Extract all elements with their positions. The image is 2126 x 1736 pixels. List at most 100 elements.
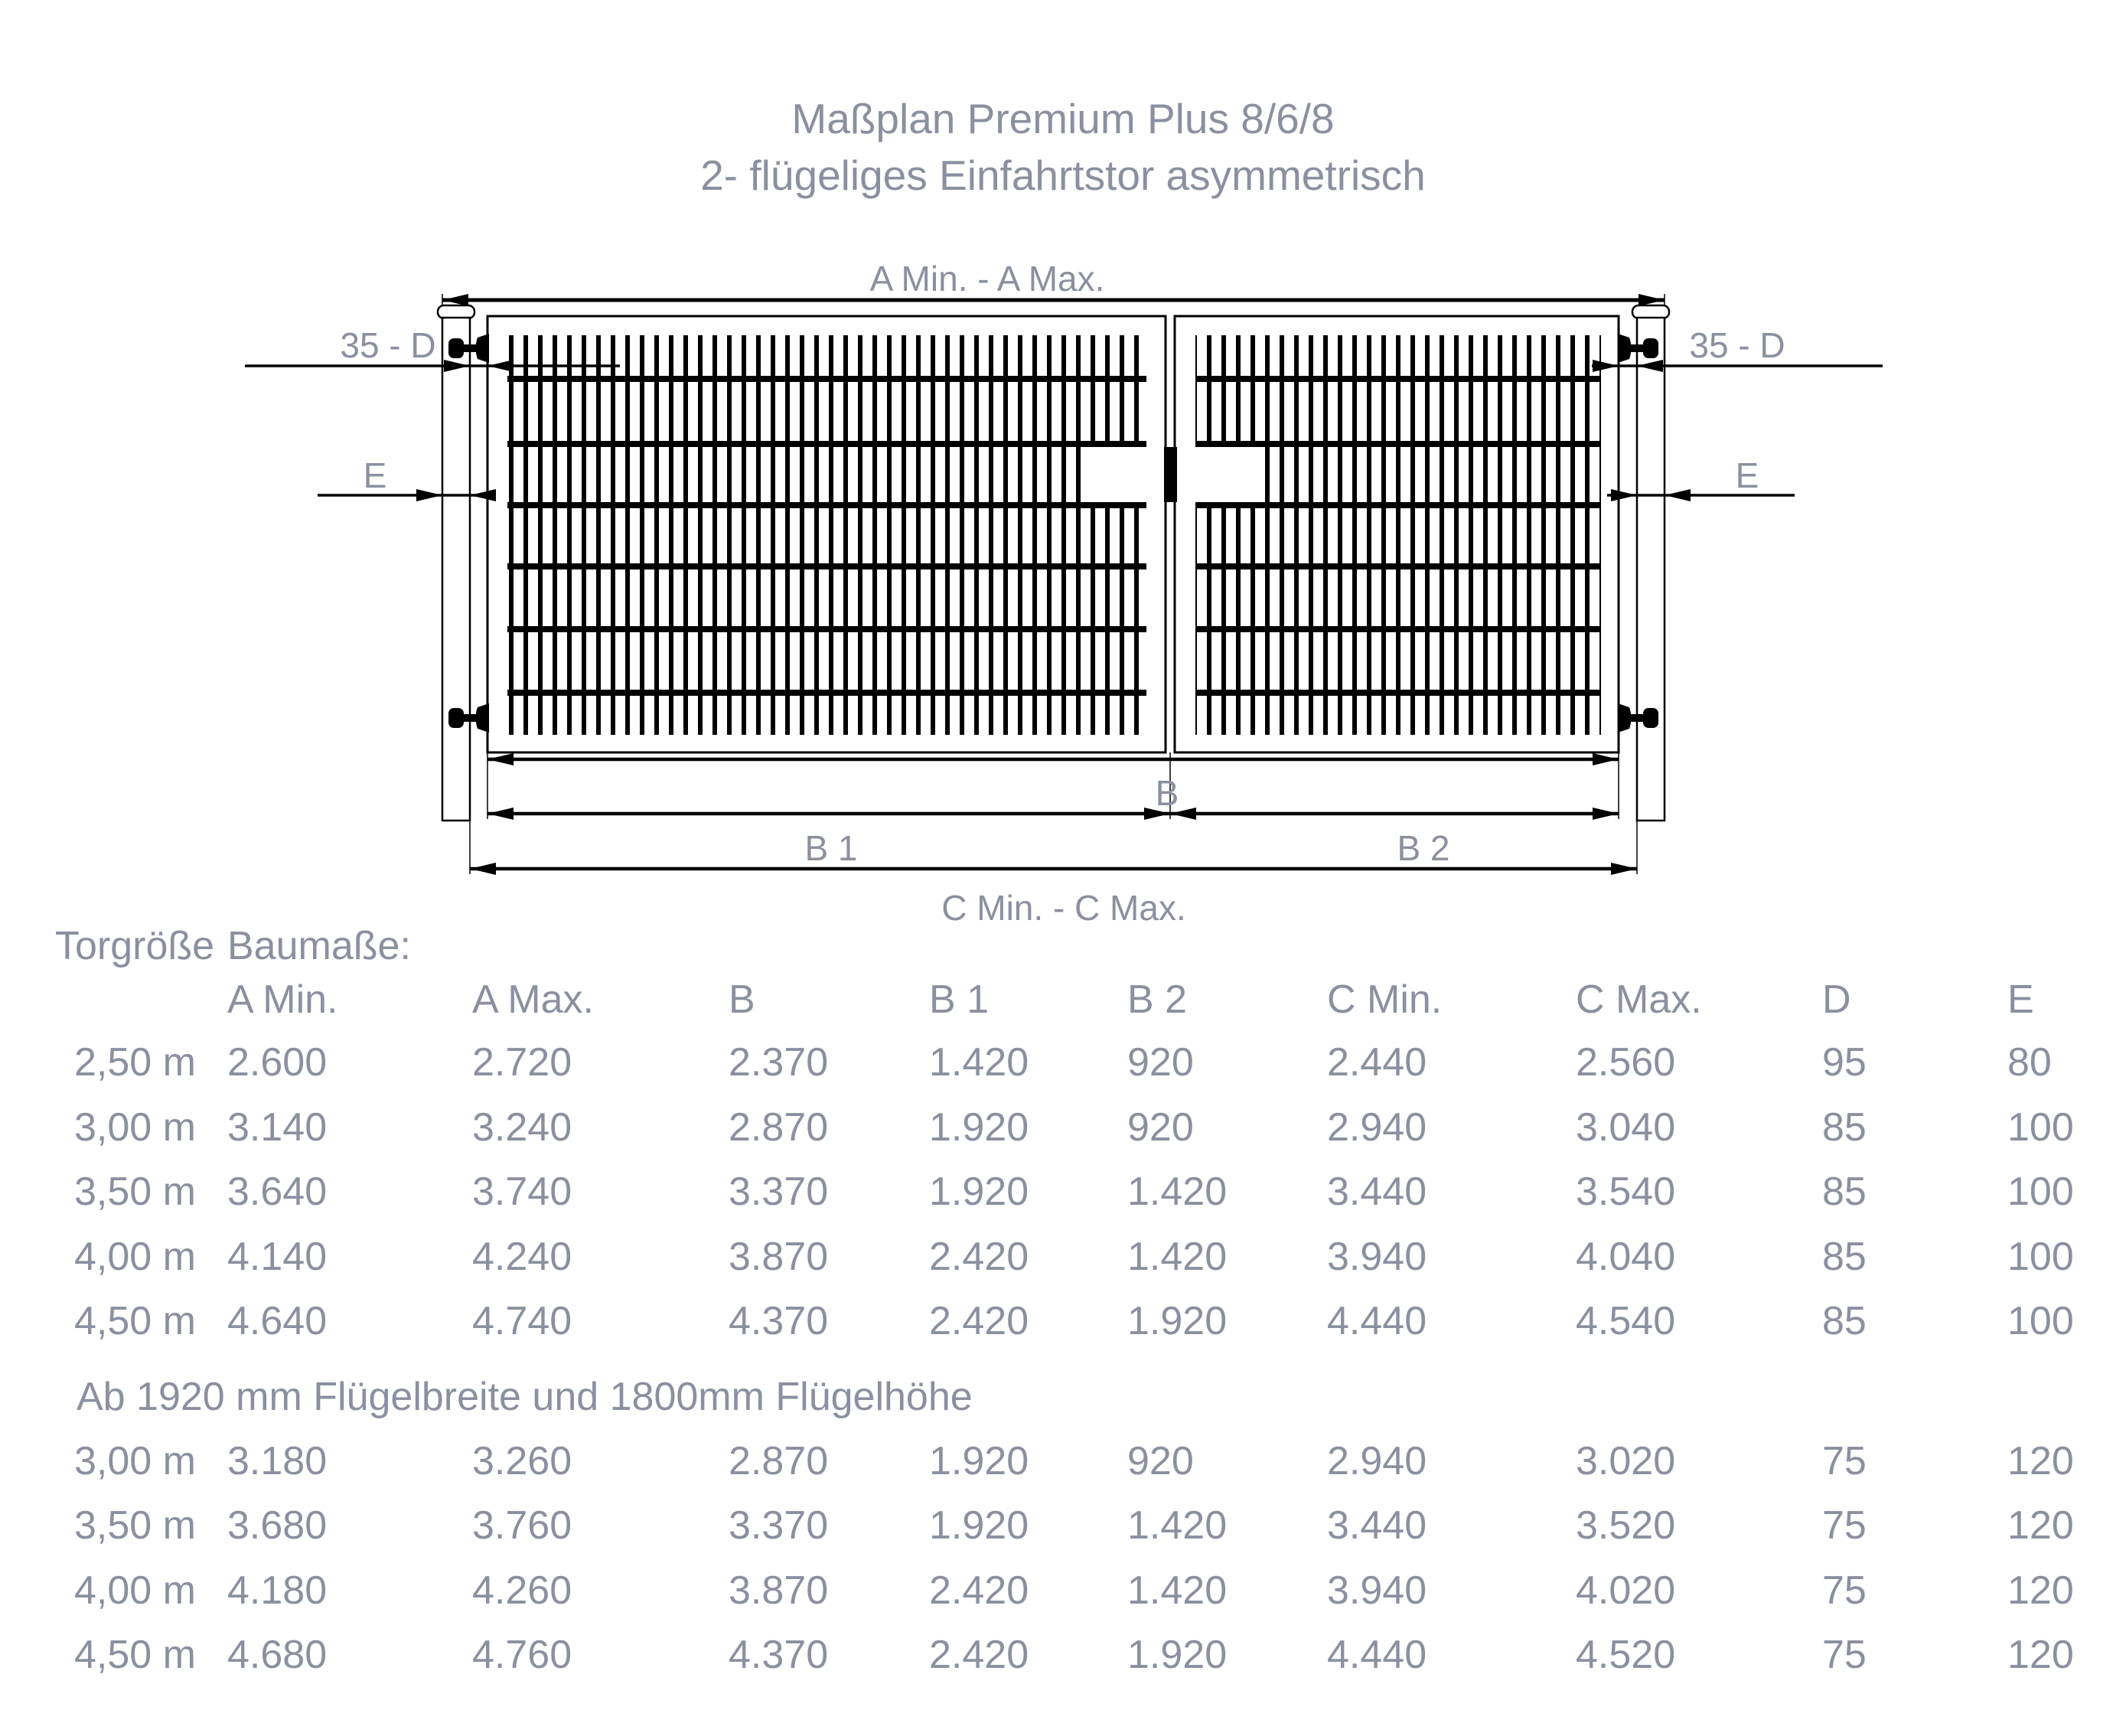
table-cell: 3.540: [1576, 1170, 1676, 1214]
table-cell: 3.180: [227, 1438, 328, 1483]
dimension-arrowhead: [1639, 294, 1665, 306]
dim-label-b: B: [1156, 773, 1179, 813]
table-body-wide-wings: 3,00 m 3.180 3.260 2.870 1.920 920 2.940 3.020 7…: [55, 1429, 2122, 1688]
table-cell: 1.920: [929, 1105, 1029, 1150]
col-header-b: B: [729, 977, 755, 1022]
table-cell: 3.940: [1327, 1568, 1427, 1613]
dim-label-d-left: 35 - D: [340, 325, 435, 365]
dimension-arrowhead: [1611, 863, 1637, 875]
table-cell: 75: [1822, 1633, 1867, 1677]
table-cell: 2.420: [929, 1299, 1029, 1343]
table-cell: 4.260: [472, 1568, 572, 1613]
dimension-arrowhead: [1611, 489, 1637, 501]
table-cell-gate-size: 3,50 m: [74, 1503, 196, 1548]
table-cell: 100: [2007, 1105, 2074, 1150]
table-cell: 120: [2007, 1568, 2074, 1613]
gate-wing-right: [1173, 315, 1620, 754]
table-cell: 85: [1822, 1170, 1867, 1214]
dim-label-b2: B 2: [1397, 828, 1449, 868]
col-header-a-max: A Max.: [472, 977, 594, 1022]
dimension-arrowhead: [487, 753, 514, 765]
gate-diagram: A Min. - A Max. 35 - D 35 - D E E B B 1 …: [245, 259, 1883, 928]
table-group-header: Torgröße Baumaße:: [55, 919, 2122, 974]
dimension-arrowhead: [487, 360, 514, 372]
page-title-line2: 2- flügeliges Einfahrtstor asymmetrisch: [700, 152, 1426, 199]
col-header-b1: B 1: [929, 977, 990, 1022]
col-header-c-min: C Min.: [1327, 977, 1443, 1022]
table-cell: 3.760: [472, 1503, 572, 1548]
gate-post-right: [1631, 304, 1671, 822]
table-cell: 3.440: [1327, 1170, 1427, 1214]
gate-wing-left: [486, 315, 1167, 754]
table-cell-gate-size: 3,00 m: [74, 1105, 196, 1150]
table-row: 3,00 m 3.140 3.240 2.870 1.920 920 2.940 3.040 8…: [55, 1095, 2122, 1160]
table-cell: 920: [1127, 1040, 1194, 1085]
table-row: 4,50 m 4.680 4.760 4.370 2.420 1.920 4.440 4.52…: [55, 1623, 2122, 1688]
dimension-arrowheads: [416, 294, 1691, 875]
table-cell: 4.370: [729, 1633, 829, 1677]
dimension-arrowhead: [444, 360, 470, 372]
table-cell: 1.420: [1127, 1170, 1228, 1214]
table-cell: 3.680: [227, 1503, 328, 1548]
table-cell: 3.640: [227, 1170, 328, 1214]
table-cell: 4.740: [472, 1299, 572, 1343]
lock-recess-left: [1081, 447, 1148, 502]
col-header-e: E: [2007, 977, 2034, 1022]
dim-label-a: A Min. - A Max.: [870, 259, 1105, 299]
table-cell: 75: [1822, 1503, 1867, 1548]
dimension-arrowhead: [416, 489, 442, 501]
table-row: 4,50 m 4.640 4.740 4.370 2.420 1.920 4.440 4.54…: [55, 1289, 2122, 1354]
table-cell: 4.440: [1327, 1633, 1427, 1677]
table-cell: 2.560: [1576, 1040, 1676, 1085]
table-cell: 2.870: [729, 1105, 829, 1150]
table-cell: 4.040: [1576, 1234, 1676, 1279]
table-cell: 2.600: [227, 1040, 328, 1085]
table-cell: 120: [2007, 1503, 2074, 1548]
table-cell-gate-size: 3,50 m: [74, 1170, 196, 1214]
table-cell: 75: [1822, 1438, 1867, 1483]
gate-post-left: [436, 304, 476, 822]
dimension-arrowhead: [1144, 808, 1170, 820]
dim-label-c: C Min. - C Max.: [941, 888, 1185, 928]
table-cell: 1.920: [929, 1438, 1029, 1483]
dim-label-d-right: 35 - D: [1689, 325, 1785, 365]
table-cell: 2.420: [929, 1568, 1029, 1613]
table-cell: 4.760: [472, 1633, 572, 1677]
table-cell: 920: [1127, 1438, 1194, 1483]
table-cell: 80: [2007, 1040, 2052, 1085]
table-cell-gate-size: 3,00 m: [74, 1438, 196, 1483]
table-cell: 75: [1822, 1568, 1867, 1613]
dimension-arrowhead: [1593, 360, 1619, 372]
dimension-table: Torgröße Baumaße: A Min. A Max. B B 1 B …: [55, 919, 2122, 1688]
table-cell: 3.260: [472, 1438, 572, 1483]
table-cell: 3.940: [1327, 1234, 1427, 1279]
table-row: 3,50 m 3.640 3.740 3.370 1.920 1.420 3.440 3.54…: [55, 1160, 2122, 1225]
table-cell: 2.420: [929, 1234, 1029, 1279]
dimension-arrowhead: [470, 863, 496, 875]
dim-label-e-right: E: [1736, 455, 1759, 495]
dimension-arrowhead: [470, 489, 496, 501]
dimension-arrowhead: [1637, 360, 1663, 372]
table-cell: 100: [2007, 1170, 2074, 1214]
table-cell: 3.870: [729, 1568, 829, 1613]
row-group-label: Torgröße: [55, 924, 215, 968]
table-row: 4,00 m 4.140 4.240 3.870 2.420 1.420 3.940 4.04…: [55, 1225, 2122, 1290]
table-cell: 85: [1822, 1234, 1867, 1279]
table-row: 4,00 m 4.180 4.260 3.870 2.420 1.420 3.940 4.02…: [55, 1558, 2122, 1623]
extension-lines: [442, 294, 1665, 874]
table-cell: 4.520: [1576, 1633, 1676, 1677]
post-cap-left: [436, 304, 476, 320]
table-cell: 4.020: [1576, 1568, 1676, 1613]
dim-label-b1: B 1: [804, 828, 857, 868]
table-cell: 4.240: [472, 1234, 572, 1279]
lock-recess-right: [1194, 447, 1260, 502]
table-row: 3,00 m 3.180 3.260 2.870 1.920 920 2.940 3.020 7…: [55, 1429, 2122, 1494]
table-cell: 1.420: [929, 1040, 1029, 1085]
table-cell: 85: [1822, 1105, 1867, 1150]
table-row: 2,50 m 2.600 2.720 2.370 1.420 920 2.440 2.560 9…: [55, 1030, 2122, 1095]
table-cell: 100: [2007, 1234, 2074, 1279]
table-cell: 1.920: [1127, 1633, 1228, 1677]
table-cell: 2.940: [1327, 1438, 1427, 1483]
table-cell: 120: [2007, 1633, 2074, 1677]
dimension-arrowhead: [442, 294, 468, 306]
